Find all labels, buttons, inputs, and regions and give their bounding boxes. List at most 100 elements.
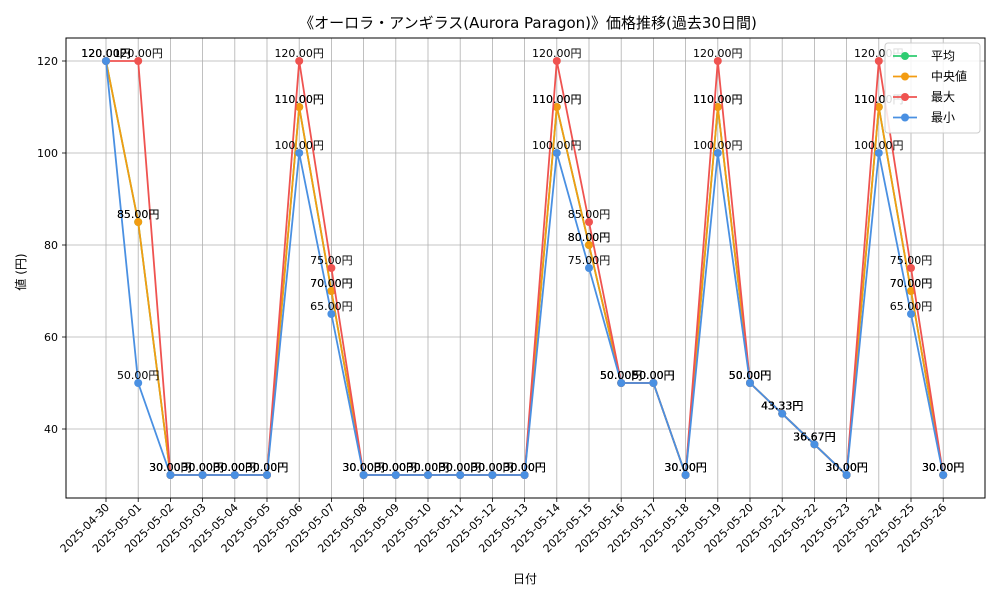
- data-label: 110.00円: [693, 93, 743, 106]
- data-label: 30.00円: [471, 461, 514, 474]
- data-label: 30.00円: [825, 461, 868, 474]
- data-point: [649, 379, 658, 387]
- data-label: 30.00円: [149, 461, 192, 474]
- data-label: 30.00円: [664, 461, 707, 474]
- data-point: [746, 379, 754, 387]
- data-label: 30.00円: [149, 461, 192, 474]
- data-label: 120.00円: [693, 47, 743, 60]
- data-label: 30.00円: [503, 461, 546, 474]
- data-label: 75.00円: [568, 254, 611, 267]
- data-label: 30.00円: [503, 461, 546, 474]
- data-point: [391, 471, 400, 479]
- data-point: [552, 149, 561, 157]
- data-label: 30.00円: [181, 461, 224, 474]
- data-point: [359, 471, 368, 479]
- data-label: 30.00円: [922, 461, 965, 474]
- data-point: [552, 103, 561, 111]
- y-tick-label: 120: [37, 55, 58, 68]
- data-label: 70.00円: [310, 277, 353, 290]
- data-point: [198, 471, 207, 479]
- data-label: 75.00円: [890, 254, 933, 267]
- data-label: 30.00円: [375, 461, 418, 474]
- data-point: [456, 471, 465, 479]
- data-label: 50.00円: [600, 369, 643, 382]
- data-label: 50.00円: [600, 369, 643, 382]
- data-label: 30.00円: [825, 461, 868, 474]
- data-point: [713, 149, 722, 157]
- y-tick-label: 100: [37, 147, 58, 160]
- data-label: 30.00円: [407, 461, 450, 474]
- data-label: 43.33円: [761, 400, 804, 413]
- data-label: 75.00円: [310, 254, 353, 267]
- data-label: 120.00円: [81, 47, 131, 60]
- legend-swatch-marker: [901, 72, 909, 81]
- data-label: 110.00円: [693, 93, 743, 106]
- data-label: 70.00円: [890, 277, 933, 290]
- data-point: [327, 287, 336, 295]
- data-point: [585, 264, 593, 272]
- data-label: 50.00円: [600, 369, 643, 382]
- data-point: [263, 471, 271, 479]
- y-axis-label: 値 (円): [13, 253, 28, 290]
- data-label: 43.33円: [761, 400, 804, 413]
- data-label: 30.00円: [825, 461, 868, 474]
- data-label: 70.00円: [310, 277, 353, 290]
- data-label: 30.00円: [181, 461, 224, 474]
- data-label: 110.00円: [532, 93, 582, 106]
- data-point: [102, 57, 110, 65]
- data-label: 30.00円: [342, 461, 385, 474]
- data-label: 50.00円: [632, 369, 675, 382]
- data-label: 80.00円: [568, 231, 611, 244]
- data-label: 100.00円: [532, 139, 582, 152]
- data-label: 30.00円: [214, 461, 257, 474]
- series-lines: [102, 57, 948, 479]
- data-label: 100.00円: [854, 139, 904, 152]
- data-label: 30.00円: [375, 461, 418, 474]
- legend-label: 中央値: [931, 69, 967, 84]
- data-point: [778, 409, 787, 418]
- data-label: 30.00円: [407, 461, 450, 474]
- data-point: [617, 379, 626, 387]
- data-label: 30.00円: [503, 461, 546, 474]
- data-label: 120.00円: [274, 47, 324, 60]
- data-label: 120.00円: [532, 47, 582, 60]
- data-label: 120.00円: [81, 47, 131, 60]
- data-label: 50.00円: [632, 369, 675, 382]
- data-label: 110.00円: [274, 93, 324, 106]
- data-label: 30.00円: [214, 461, 257, 474]
- data-point: [520, 471, 529, 479]
- x-axis-label: 日付: [513, 572, 537, 586]
- data-point: [295, 57, 304, 65]
- data-point: [681, 471, 690, 479]
- data-label: 120.00円: [81, 47, 131, 60]
- data-label: 30.00円: [342, 461, 385, 474]
- legend-swatch-marker: [901, 113, 909, 122]
- data-label: 30.00円: [246, 461, 289, 474]
- data-point: [907, 287, 915, 295]
- data-label: 30.00円: [922, 461, 965, 474]
- plot-frame: [65, 37, 986, 499]
- data-label: 50.00円: [117, 369, 160, 382]
- y-tick-label: 40: [44, 423, 58, 436]
- data-label: 30.00円: [471, 461, 514, 474]
- data-label: 30.00円: [664, 461, 707, 474]
- data-label: 30.00円: [439, 461, 482, 474]
- data-label: 30.00円: [149, 461, 192, 474]
- data-point: [939, 471, 948, 479]
- grid-lines: [66, 38, 985, 498]
- data-label: 30.00円: [181, 461, 224, 474]
- data-label: 50.00円: [729, 369, 772, 382]
- data-label: 43.33円: [761, 400, 804, 413]
- data-label: 30.00円: [471, 461, 514, 474]
- data-label: 30.00円: [375, 461, 418, 474]
- data-label: 30.00円: [149, 461, 192, 474]
- data-point: [810, 440, 819, 449]
- data-label: 30.00円: [342, 461, 385, 474]
- data-label: 50.00円: [729, 369, 772, 382]
- data-label: 30.00円: [214, 461, 257, 474]
- legend-label: 最小: [931, 111, 955, 125]
- data-label: 30.00円: [375, 461, 418, 474]
- data-point: [585, 218, 593, 226]
